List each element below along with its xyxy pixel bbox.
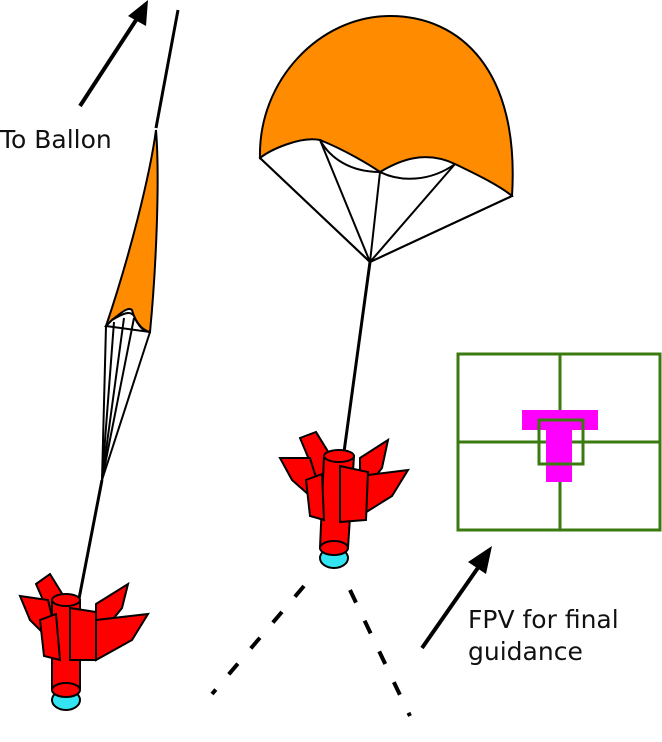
tether-line-left (154, 9, 180, 129)
tether-line-center (342, 261, 372, 453)
fov-line-right (348, 589, 412, 717)
arrow-to-balloon-icon (78, 0, 148, 108)
collapsed-parachute-icon (101, 129, 159, 481)
parachute-icon (258, 14, 514, 264)
arrow-to-fpv-icon (420, 546, 492, 650)
balloon-label: To Ballon (0, 125, 112, 154)
fpv-label-line-1: FPV for final (468, 605, 619, 634)
fpv-label: FPV for final guidance (468, 604, 619, 668)
rocket-icon-center (278, 430, 410, 569)
fov-line-left (210, 584, 306, 696)
tether-line-rocket-left (76, 479, 104, 605)
target-T-icon (522, 410, 598, 482)
rocket-icon (18, 572, 150, 711)
fpv-label-line-2: guidance (468, 637, 583, 666)
